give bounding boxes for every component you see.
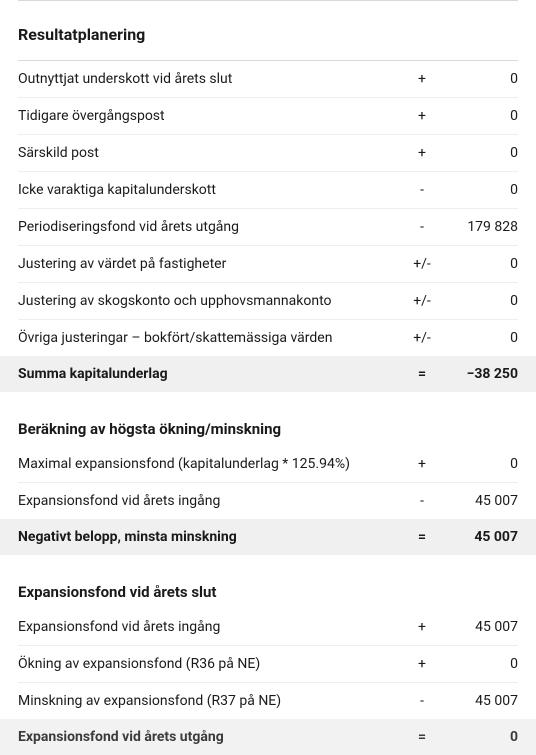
row-value: 179 828 bbox=[440, 219, 518, 235]
top-divider bbox=[18, 0, 518, 1]
summary-label: Summa kapitalunderlag bbox=[18, 366, 404, 382]
table-row: Tidigare övergångspost+0 bbox=[18, 98, 518, 135]
row-value: 45 007 bbox=[440, 493, 518, 509]
row-value: 0 bbox=[440, 456, 518, 472]
row-value: 0 bbox=[440, 108, 518, 124]
row-label: Expansionsfond vid årets ingång bbox=[18, 619, 404, 635]
page-title: Resultatplanering bbox=[18, 25, 518, 44]
table-row: Övriga justeringar – bokfört/skattemässi… bbox=[18, 320, 518, 356]
row-sign: + bbox=[404, 656, 440, 672]
section3-title: Expansionsfond vid årets slut bbox=[18, 583, 518, 601]
row-label: Maximal expansionsfond (kapitalunderlag … bbox=[18, 456, 404, 472]
row-value: 0 bbox=[440, 256, 518, 272]
section2-title: Beräkning av högsta ökning/minskning bbox=[18, 420, 518, 438]
row-sign: + bbox=[404, 108, 440, 124]
row-sign: +/- bbox=[404, 330, 440, 346]
section1-summary: Summa kapitalunderlag = −38 250 bbox=[0, 356, 536, 392]
summary-sign: = bbox=[404, 729, 440, 745]
row-sign: +/- bbox=[404, 293, 440, 309]
row-label: Övriga justeringar – bokfört/skattemässi… bbox=[18, 330, 404, 346]
section2-summary: Negativt belopp, minsta minskning = 45 0… bbox=[0, 519, 536, 555]
row-value: 0 bbox=[440, 330, 518, 346]
row-sign: - bbox=[404, 693, 440, 709]
row-label: Justering av skogskonto och upphovsmanna… bbox=[18, 293, 404, 309]
row-sign: +/- bbox=[404, 256, 440, 272]
row-sign: + bbox=[404, 145, 440, 161]
section1-rows: Outnyttjat underskott vid årets slut+0Ti… bbox=[18, 61, 518, 356]
result-planning-container: Resultatplanering Outnyttjat underskott … bbox=[0, 0, 536, 755]
row-value: 0 bbox=[440, 656, 518, 672]
section2-rows: Maximal expansionsfond (kapitalunderlag … bbox=[18, 446, 518, 519]
section3-rows: Expansionsfond vid årets ingång+45 007Ök… bbox=[18, 609, 518, 719]
row-value: 0 bbox=[440, 71, 518, 87]
row-value: 0 bbox=[440, 293, 518, 309]
section3-summary: Expansionsfond vid årets utgång = 0 bbox=[0, 719, 536, 755]
row-value: 0 bbox=[440, 145, 518, 161]
table-row: Justering av skogskonto och upphovsmanna… bbox=[18, 283, 518, 320]
row-label: Ökning av expansionsfond (R36 på NE) bbox=[18, 656, 404, 672]
row-label: Justering av värdet på fastigheter bbox=[18, 256, 404, 272]
row-label: Tidigare övergångspost bbox=[18, 108, 404, 124]
summary-label: Expansionsfond vid årets utgång bbox=[18, 729, 404, 745]
row-label: Minskning av expansionsfond (R37 på NE) bbox=[18, 693, 404, 709]
row-label: Icke varaktiga kapitalunderskott bbox=[18, 182, 404, 198]
row-value: 45 007 bbox=[440, 619, 518, 635]
table-row: Outnyttjat underskott vid årets slut+0 bbox=[18, 61, 518, 98]
table-row: Expansionsfond vid årets ingång+45 007 bbox=[18, 609, 518, 646]
row-label: Expansionsfond vid årets ingång bbox=[18, 493, 404, 509]
row-value: 45 007 bbox=[440, 693, 518, 709]
summary-sign: = bbox=[404, 529, 440, 545]
row-sign: - bbox=[404, 219, 440, 235]
row-sign: - bbox=[404, 182, 440, 198]
row-sign: - bbox=[404, 493, 440, 509]
summary-value: 45 007 bbox=[440, 529, 518, 545]
row-label: Outnyttjat underskott vid årets slut bbox=[18, 71, 404, 87]
row-sign: + bbox=[404, 456, 440, 472]
row-sign: + bbox=[404, 71, 440, 87]
table-row: Minskning av expansionsfond (R37 på NE)-… bbox=[18, 683, 518, 719]
table-row: Ökning av expansionsfond (R36 på NE)+0 bbox=[18, 646, 518, 683]
summary-value: 0 bbox=[440, 729, 518, 745]
row-label: Särskild post bbox=[18, 145, 404, 161]
table-row: Justering av värdet på fastigheter+/-0 bbox=[18, 246, 518, 283]
table-row: Maximal expansionsfond (kapitalunderlag … bbox=[18, 446, 518, 483]
row-sign: + bbox=[404, 619, 440, 635]
summary-value: −38 250 bbox=[440, 366, 518, 382]
table-row: Särskild post+0 bbox=[18, 135, 518, 172]
table-row: Expansionsfond vid årets ingång-45 007 bbox=[18, 483, 518, 519]
row-value: 0 bbox=[440, 182, 518, 198]
table-row: Icke varaktiga kapitalunderskott-0 bbox=[18, 172, 518, 209]
summary-sign: = bbox=[404, 366, 440, 382]
row-label: Periodiseringsfond vid årets utgång bbox=[18, 219, 404, 235]
summary-label: Negativt belopp, minsta minskning bbox=[18, 529, 404, 545]
table-row: Periodiseringsfond vid årets utgång-179 … bbox=[18, 209, 518, 246]
